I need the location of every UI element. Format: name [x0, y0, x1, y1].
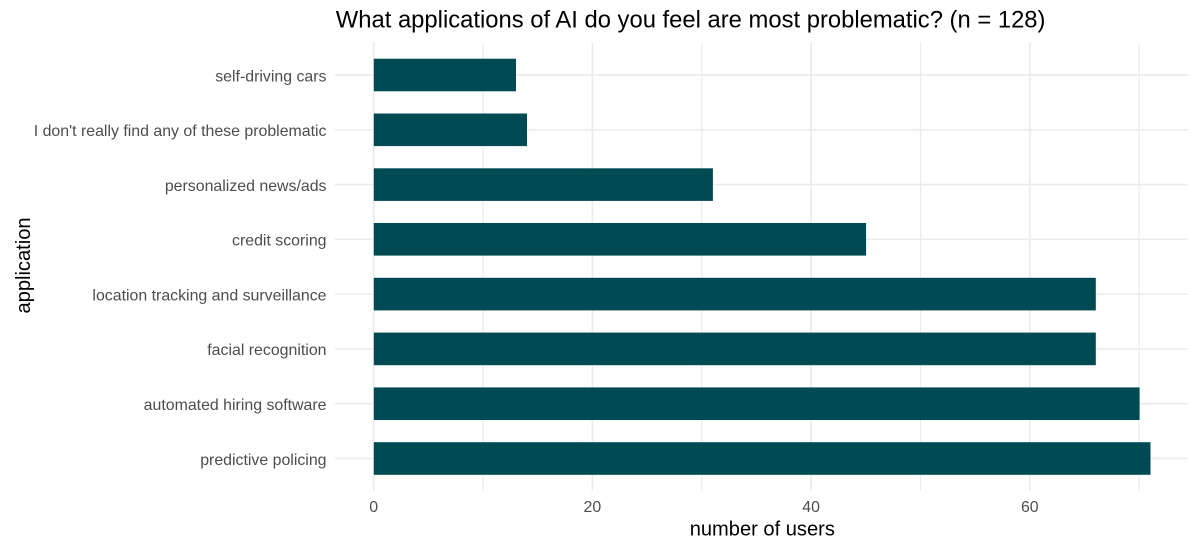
svg-text:personalized news/ads: personalized news/ads: [165, 178, 327, 195]
svg-text:I don't really find any of the: I don't really find any of these problem…: [34, 123, 327, 140]
svg-text:number of users: number of users: [690, 519, 835, 541]
svg-text:automated hiring software: automated hiring software: [144, 397, 327, 414]
svg-text:application: application: [13, 217, 35, 313]
svg-text:0: 0: [369, 499, 378, 516]
svg-text:60: 60: [1021, 499, 1039, 516]
svg-text:20: 20: [584, 499, 602, 516]
svg-text:credit scoring: credit scoring: [232, 233, 327, 250]
svg-text:self-driving cars: self-driving cars: [215, 68, 326, 85]
svg-text:predictive policing: predictive policing: [200, 452, 326, 469]
svg-text:facial recognition: facial recognition: [207, 342, 326, 359]
svg-text:40: 40: [802, 499, 820, 516]
svg-text:location tracking and surveill: location tracking and surveillance: [92, 287, 326, 304]
svg-text:What applications of AI do you: What applications of AI do you feel are …: [336, 7, 1046, 34]
